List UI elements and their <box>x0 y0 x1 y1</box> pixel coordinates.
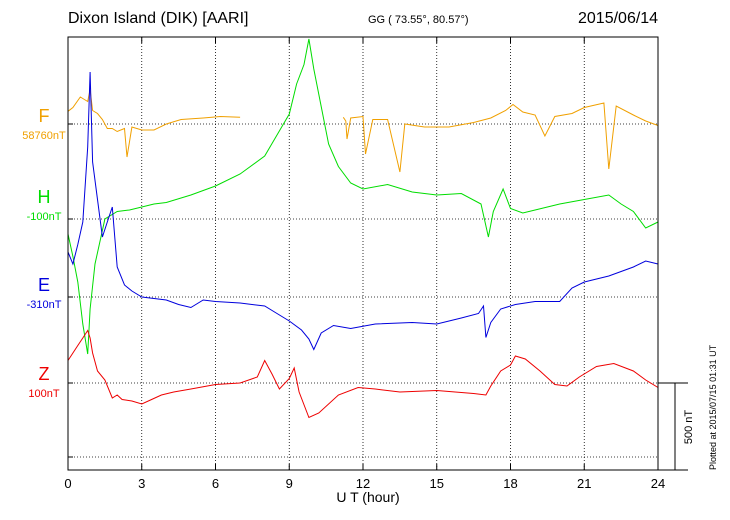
series-line-Z <box>67 329 659 419</box>
axis-ticks: 0 3 6 9 12 15 18 21 24 <box>64 37 665 491</box>
x-tick-label: 24 <box>651 476 665 491</box>
grid-lines <box>68 37 658 470</box>
geographic-coords: GG ( 73.55°, 80.57°) <box>368 14 469 26</box>
series-name-F: F <box>39 106 50 126</box>
x-axis-label: U T (hour) <box>336 489 399 505</box>
series-labels: F 58760nT H -100nT E -310nT Z 100nT <box>22 106 66 400</box>
x-tick-label: 18 <box>503 476 517 491</box>
x-tick-label: 21 <box>577 476 591 491</box>
scale-bar: 500 nT <box>658 382 695 471</box>
x-tick-label: 15 <box>430 476 444 491</box>
series-line-H <box>67 38 659 355</box>
scale-bar-label: 500 nT <box>683 410 695 445</box>
series-line-E <box>67 71 659 351</box>
series-baseline-Z: 100nT <box>28 388 59 400</box>
station-title: Dixon Island (DIK) [AARI] <box>68 10 249 27</box>
series-baseline-E: -310nT <box>27 299 62 311</box>
x-tick-label: 9 <box>286 476 293 491</box>
series-baseline-F: 58760nT <box>22 130 66 142</box>
x-tick-label: 12 <box>356 476 370 491</box>
x-tick-label: 3 <box>138 476 145 491</box>
date-label: 2015/06/14 <box>578 10 659 27</box>
series-layer <box>67 38 659 419</box>
series-name-E: E <box>38 275 50 295</box>
series-baseline-H: -100nT <box>27 211 62 223</box>
series-name-H: H <box>38 187 51 207</box>
x-tick-label: 0 <box>64 476 71 491</box>
x-tick-label: 6 <box>212 476 219 491</box>
series-line-F <box>67 89 659 173</box>
series-name-Z: Z <box>39 364 50 384</box>
